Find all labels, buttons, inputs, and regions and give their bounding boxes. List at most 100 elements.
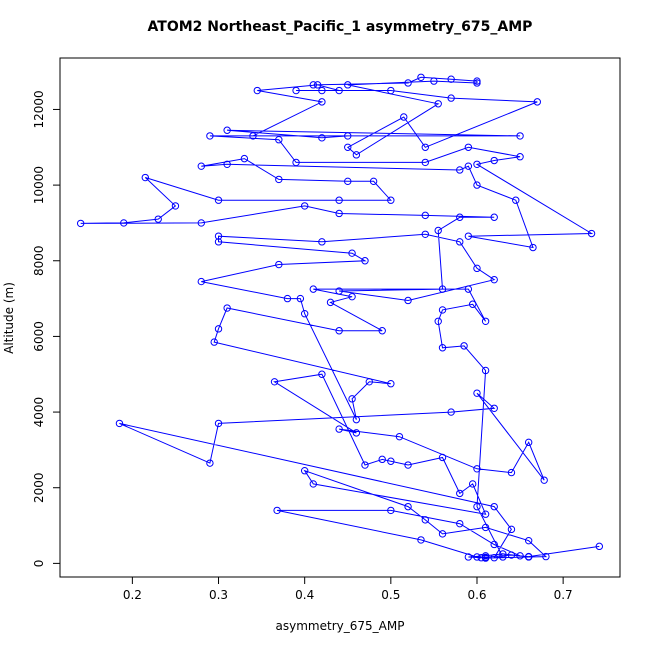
data-point: [529, 243, 537, 252]
data-point: [335, 86, 343, 95]
data-point: [421, 230, 429, 238]
data-point: [447, 94, 455, 102]
data-point: [300, 310, 309, 318]
x-tick-label: 0.2: [123, 588, 142, 602]
data-point: [499, 553, 507, 561]
data-point: [481, 317, 490, 325]
data-point: [481, 554, 490, 562]
data-point: [352, 151, 361, 159]
data-point: [335, 209, 343, 218]
data-point: [344, 132, 352, 140]
data-point: [404, 79, 412, 87]
data-point: [344, 177, 352, 186]
y-axis-label: Altitude (m): [2, 282, 16, 354]
data-point: [275, 175, 283, 184]
data-point: [524, 438, 533, 447]
data-point: [352, 429, 361, 437]
data-point: [490, 275, 498, 284]
data-point: [404, 502, 412, 511]
data-point: [490, 156, 498, 165]
data-point: [507, 468, 516, 477]
data-point: [400, 113, 408, 121]
data-point: [490, 554, 498, 562]
data-point: [473, 553, 481, 561]
data-point: [595, 542, 604, 551]
data-point: [417, 536, 425, 544]
data-point: [456, 519, 464, 528]
data-point: [387, 196, 395, 204]
data-point: [438, 344, 447, 352]
data-point: [421, 143, 429, 151]
chart-title: ATOM2 Northeast_Pacific_1 asymmetry_675_…: [148, 19, 533, 35]
data-point: [473, 181, 481, 189]
data-point: [516, 153, 524, 161]
data-point: [438, 453, 447, 462]
data-point: [395, 432, 404, 441]
data-point: [365, 378, 373, 386]
data-point: [318, 98, 326, 106]
data-point: [223, 160, 231, 168]
data-point: [468, 300, 477, 308]
data-point: [464, 162, 473, 170]
data-point: [210, 338, 218, 346]
data-point: [378, 327, 386, 335]
data-point: [507, 525, 516, 534]
data-line: [80, 76, 600, 559]
data-point: [524, 536, 533, 545]
data-point: [456, 489, 464, 498]
data-point: [348, 292, 356, 301]
data-point: [171, 202, 180, 210]
data-point: [197, 277, 205, 286]
y-tick-label: 6000: [32, 321, 46, 352]
data-point: [456, 213, 464, 221]
x-tick-label: 0.7: [554, 588, 573, 602]
data-point: [141, 173, 149, 182]
data-point: [464, 553, 473, 561]
data-point: [456, 166, 464, 174]
data-point: [361, 461, 369, 469]
x-tick-label: 0.3: [209, 588, 228, 602]
data-point: [214, 238, 223, 246]
data-point: [481, 552, 490, 560]
data-point: [197, 219, 205, 227]
data-point: [447, 75, 455, 83]
data-point: [434, 100, 442, 108]
data-point: [214, 232, 223, 240]
data-point: [490, 213, 498, 221]
data-point: [473, 389, 481, 397]
x-axis-label: asymmetry_675_AMP: [276, 619, 405, 633]
data-point: [300, 202, 309, 210]
data-point: [516, 132, 524, 140]
data-point: [490, 540, 498, 549]
data-point: [473, 465, 481, 473]
data-point: [206, 459, 214, 467]
data-point: [296, 294, 305, 303]
y-tick-label: 0: [32, 560, 46, 568]
data-point: [249, 132, 257, 140]
data-point: [214, 419, 223, 428]
data-point: [477, 554, 485, 562]
data-point: [456, 238, 464, 246]
data-point: [214, 196, 223, 204]
data-point: [387, 506, 395, 515]
data-point: [223, 126, 231, 134]
data-point: [524, 553, 533, 561]
data-point: [473, 502, 481, 511]
data-point: [275, 260, 283, 269]
data-point: [481, 523, 490, 532]
data-point: [464, 232, 473, 240]
data-point: [499, 550, 507, 558]
data-point: [313, 81, 322, 89]
data-point: [387, 457, 395, 465]
data-point: [154, 215, 162, 223]
data-point: [253, 86, 261, 95]
data-point: [490, 502, 498, 511]
data-point: [438, 285, 447, 293]
data-point: [481, 510, 490, 518]
data-point: [533, 98, 541, 106]
data-point: [318, 86, 326, 95]
data-point: [348, 395, 356, 403]
data-point: [206, 132, 214, 140]
